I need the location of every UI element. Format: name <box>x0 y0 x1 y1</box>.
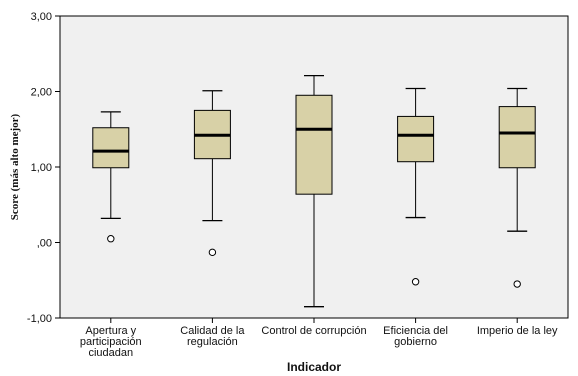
box-item <box>498 87 536 288</box>
y-tick-label: 2,00 <box>31 87 52 99</box>
x-tick-label-line: participación <box>80 336 142 348</box>
box-iqr <box>92 127 130 169</box>
boxes-group <box>92 74 536 308</box>
x-axis: Apertura y participación ciudadan Calidad d… <box>80 318 558 359</box>
outlier-point <box>107 235 115 243</box>
box-iqr <box>397 115 435 163</box>
outlier-point <box>513 280 521 288</box>
x-tick-label-line: regulación <box>187 336 238 348</box>
x-tick-label-line: Apertura y <box>85 325 136 337</box>
y-tick-label: 1,00 <box>31 162 52 174</box>
x-tick-label-line: Control de corrupción <box>261 325 366 337</box>
outlier-point <box>208 248 217 257</box>
y-tick-label: 3,00 <box>31 11 52 23</box>
x-tick-label-line: gobierno <box>394 336 437 348</box>
x-tick-label: Control de corrupción <box>261 325 366 337</box>
x-tick-label: Eficiencia del gobierno <box>383 325 448 348</box>
box-iqr <box>498 106 536 169</box>
y-axis: -1,00 ,00 1,00 2,00 3,00 <box>27 11 60 325</box>
box-item <box>397 87 435 286</box>
box-item <box>193 90 231 257</box>
outlier-point <box>411 278 420 286</box>
x-tick-label: Imperio de la ley <box>477 325 558 337</box>
x-tick-label-line: Eficiencia del <box>383 325 448 337</box>
box-item <box>295 74 333 308</box>
box-iqr <box>295 94 333 195</box>
x-tick-label: Apertura y participación ciudadan <box>80 325 142 359</box>
x-tick-label-line: Imperio de la ley <box>477 325 558 337</box>
y-tick-label: -1,00 <box>27 313 52 325</box>
y-axis-title: Score (más alto mejor) <box>9 113 21 220</box>
x-tick-label-line: Calidad de la <box>180 325 245 337</box>
y-tick-label: ,00 <box>37 238 52 250</box>
x-tick-label-line: ciudadan <box>88 347 133 359</box>
x-axis-title: Indicador <box>287 360 341 374</box>
x-tick-label: Calidad de la regulación <box>180 325 245 348</box>
box-item <box>92 111 130 243</box>
